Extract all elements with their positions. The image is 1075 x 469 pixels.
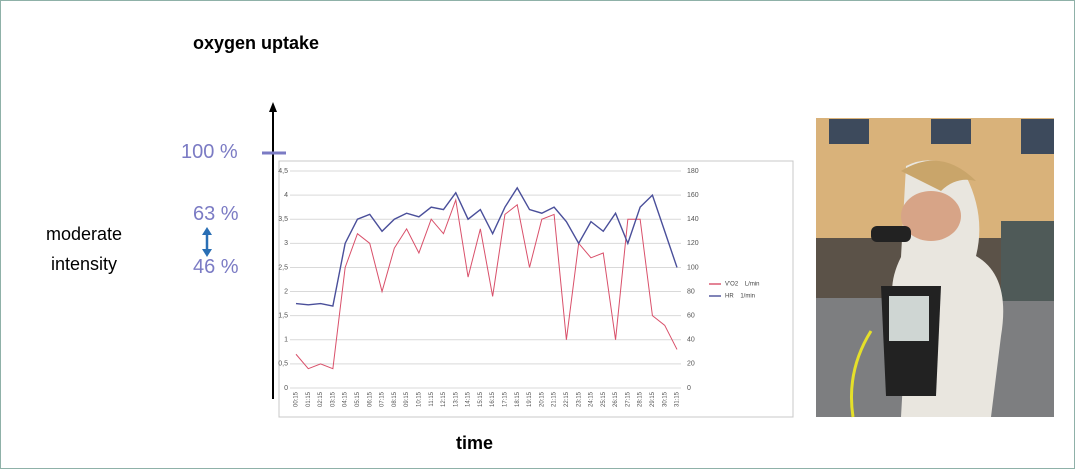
x-tick-label: 20:15: [539, 391, 545, 407]
x-tick-label: 01:15: [306, 391, 312, 407]
x-tick-label: 14:15: [466, 391, 472, 407]
x-tick-label: 05:15: [355, 391, 361, 407]
y2-tick-label: 140: [687, 216, 699, 223]
y-tick-label: 3: [284, 240, 288, 247]
x-tick-label: 25:15: [601, 391, 607, 407]
x-tick-label: 19:15: [527, 391, 533, 407]
zone-label: moderate intensity: [45, 224, 123, 274]
y2-tick-label: 20: [687, 361, 695, 368]
x-tick-label: 00:15: [294, 391, 300, 407]
x-tick-label: 16:15: [490, 391, 496, 407]
y2-tick-label: 100: [687, 264, 699, 271]
x-tick-label: 26:15: [613, 391, 619, 407]
level-label: 63 %: [193, 203, 239, 225]
y-tick-label: 1,5: [278, 313, 288, 320]
legend-label: HR 1/min: [725, 294, 755, 300]
x-tick-label: 11:15: [429, 391, 435, 406]
x-axis-title: time: [456, 433, 494, 453]
y2-tick-label: 0: [687, 385, 691, 392]
arrow-head: [202, 249, 212, 257]
y-tick-label: 2: [284, 288, 288, 295]
y2-tick-label: 180: [687, 168, 699, 175]
y-tick-label: 0,5: [278, 361, 288, 368]
x-tick-label: 18:15: [515, 391, 521, 407]
y2-tick-label: 120: [687, 240, 699, 247]
y2-tick-label: 40: [687, 337, 695, 344]
y-tick-label: 3,5: [278, 216, 288, 223]
x-tick-label: 02:15: [318, 391, 324, 407]
level-label: 46 %: [193, 256, 239, 278]
chart-frame: [278, 160, 794, 418]
x-tick-label: 04:15: [343, 391, 349, 407]
y-tick-label: 2,5: [278, 264, 288, 271]
x-tick-label: 03:15: [330, 391, 336, 407]
y-tick-label: 0: [284, 385, 288, 392]
arrow-head: [202, 227, 212, 235]
x-tick-label: 27:15: [625, 391, 631, 407]
series-line: [295, 186, 678, 307]
x-tick-label: 23:15: [576, 391, 582, 407]
x-tick-label: 24:15: [589, 391, 595, 407]
x-tick-label: 08:15: [392, 391, 398, 407]
y2-tick-label: 160: [687, 192, 699, 199]
x-tick-label: 09:15: [404, 391, 410, 407]
x-tick-label: 22:15: [564, 391, 570, 407]
x-tick-label: 29:15: [650, 391, 656, 407]
x-tick-label: 28:15: [638, 391, 644, 407]
legend-label: V'O2 L/min: [725, 282, 760, 288]
x-tick-label: 30:15: [662, 391, 668, 407]
y-tick-label: 4,5: [278, 168, 288, 175]
arrow-head: [269, 102, 277, 112]
level-label: 100 %: [181, 141, 238, 163]
x-tick-label: 15:15: [478, 391, 484, 407]
x-tick-label: 17:15: [503, 391, 509, 407]
slide-title: oxygen uptake: [193, 33, 320, 53]
x-tick-label: 31:15: [675, 391, 681, 407]
y2-tick-label: 80: [687, 288, 695, 295]
x-tick-label: 13:15: [453, 391, 459, 407]
x-tick-label: 06:15: [367, 391, 373, 407]
series-line: [295, 197, 678, 370]
photo: [816, 118, 1054, 418]
x-tick-label: 21:15: [552, 391, 558, 407]
x-tick-label: 10:15: [416, 391, 422, 407]
y-tick-label: 4: [284, 192, 288, 199]
x-tick-label: 12:15: [441, 391, 447, 407]
y-tick-label: 1: [284, 337, 288, 344]
x-tick-label: 07:15: [380, 391, 386, 407]
y2-tick-label: 60: [687, 313, 695, 320]
